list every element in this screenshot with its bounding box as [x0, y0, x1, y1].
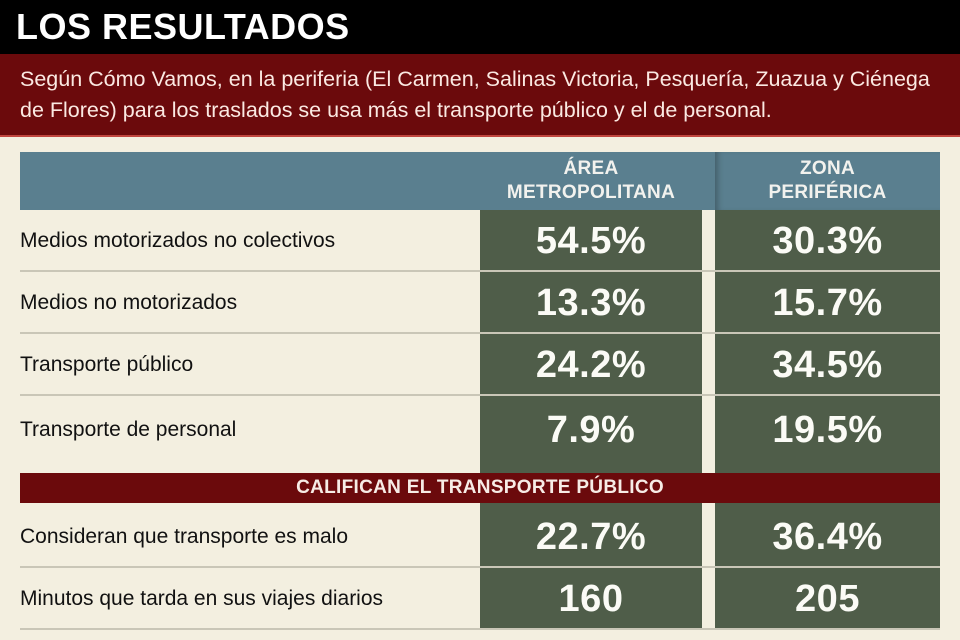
table-row: Medios motorizados no colectivos 54.5% 3…	[20, 210, 940, 272]
peri-column-bg	[715, 210, 940, 630]
row-divider	[20, 332, 940, 334]
table-header	[20, 152, 940, 210]
row-label: Medios no motorizados	[20, 291, 238, 314]
subtitle-text: Según Cómo Vamos, en la periferia (El Ca…	[20, 67, 930, 122]
row-divider	[20, 566, 940, 568]
row-label: Consideran que transporte es malo	[20, 525, 349, 548]
row-label: Transporte de personal	[20, 418, 237, 441]
metro-value: 22.7%	[535, 515, 647, 558]
table-row: Transporte de personal 7.9% 19.5%	[20, 396, 940, 464]
peri-value: 34.5%	[772, 343, 883, 386]
row-label: Minutos que tarda en sus viajes diarios	[20, 587, 384, 610]
metro-value: 24.2%	[535, 343, 647, 386]
metro-value: 7.9%	[546, 408, 636, 451]
peri-value: 15.7%	[772, 281, 883, 324]
peri-value: 30.3%	[772, 219, 883, 262]
table-row: Transporte público 24.2% 34.5%	[20, 334, 940, 396]
peri-value: 205	[795, 577, 860, 620]
metro-value: 54.5%	[535, 219, 647, 262]
metro-value: 160	[558, 577, 624, 620]
column-header-metro-line1: ÁREA	[563, 158, 619, 179]
title-bar: LOS RESULTADOS	[0, 0, 960, 54]
column-header-peri-line1: ZONA	[799, 158, 856, 179]
row-label: Transporte público	[20, 353, 194, 376]
table-row: Consideran que transporte es malo 22.7% …	[20, 506, 940, 568]
column-header-peri: ZONA PERIFÉRICA	[715, 152, 940, 210]
table-row: Medios no motorizados 13.3% 15.7%	[20, 272, 940, 334]
table-row: Minutos que tarda en sus viajes diarios …	[20, 568, 940, 630]
subtitle-band: Según Cómo Vamos, en la periferia (El Ca…	[0, 54, 960, 137]
row-divider	[20, 270, 940, 272]
column-header-metro-line2: METROPOLITANA	[506, 182, 676, 203]
page-title: LOS RESULTADOS	[16, 6, 350, 47]
column-header-metro: ÁREA METROPOLITANA	[480, 152, 702, 210]
metro-column-bg	[480, 210, 702, 630]
section-title: CALIFICAN EL TRANSPORTE PÚBLICO	[20, 473, 940, 503]
peri-value: 19.5%	[772, 408, 883, 451]
column-header-peri-line2: PERIFÉRICA	[768, 182, 887, 203]
row-label: Medios motorizados no colectivos	[20, 229, 336, 252]
row-divider	[20, 628, 940, 630]
peri-value: 36.4%	[772, 515, 883, 558]
metro-value: 13.3%	[535, 281, 647, 324]
row-divider	[20, 394, 940, 396]
